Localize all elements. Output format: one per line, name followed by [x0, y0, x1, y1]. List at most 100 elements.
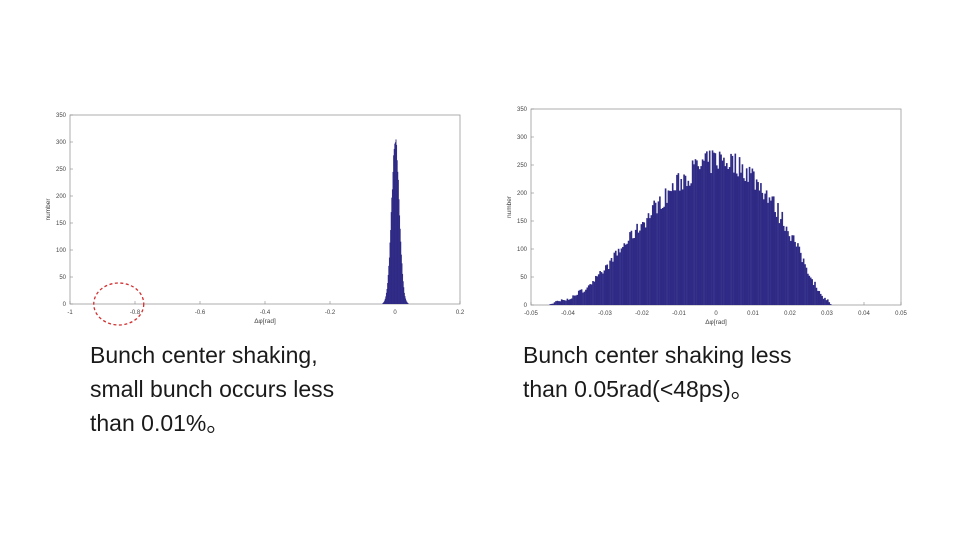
histogram-bar	[613, 252, 616, 305]
histogram-bar	[394, 142, 396, 304]
x-tick-label: 0.05	[895, 311, 907, 317]
y-tick-label: 300	[56, 140, 67, 146]
histogram-bar	[743, 178, 745, 305]
histogram-bar	[811, 279, 813, 305]
histogram-bar	[589, 284, 591, 305]
histogram-bar	[754, 189, 757, 305]
x-axis-label: Δφ[rad]	[705, 319, 727, 326]
histogram-bar	[723, 157, 725, 305]
histogram-bar	[697, 166, 700, 305]
histogram-bar	[827, 299, 829, 305]
histogram-bar	[552, 303, 554, 305]
histogram-bar	[824, 297, 826, 305]
histogram-bar	[623, 243, 626, 305]
histogram-bar	[405, 300, 407, 304]
histogram-bar	[745, 168, 748, 305]
histogram-bar	[731, 155, 734, 305]
x-tick-label: -0.01	[672, 311, 686, 317]
histogram-bar	[644, 227, 647, 305]
histogram-bar	[821, 295, 823, 305]
histogram-bar	[654, 202, 657, 305]
histogram-bar	[605, 265, 607, 305]
histogram-bar	[576, 294, 579, 305]
histogram-bar	[595, 275, 597, 305]
histogram-bar	[768, 197, 771, 305]
histogram-bar	[647, 213, 650, 305]
histogram-bar	[798, 246, 801, 305]
y-tick-label: 350	[517, 107, 528, 113]
histogram-bar	[562, 299, 564, 305]
histogram-bar	[794, 241, 796, 305]
histogram-bar	[558, 301, 560, 305]
histogram-bar	[690, 183, 693, 305]
histogram-bar	[407, 303, 409, 304]
y-tick-label: 150	[517, 219, 528, 225]
histogram-bar	[829, 304, 832, 305]
histogram-bar	[633, 237, 636, 305]
histogram-bar	[757, 182, 759, 305]
x-axis-label: Δφ[rad]	[254, 318, 276, 325]
histogram-bar	[397, 171, 399, 304]
histogram-bar	[657, 201, 660, 305]
y-axis-label: number	[506, 195, 513, 218]
histogram-bar	[666, 202, 668, 305]
histogram-bar	[582, 292, 584, 305]
histogram-bar	[737, 176, 739, 305]
histogram-bar	[787, 231, 789, 305]
histogram-bar	[822, 298, 825, 305]
histogram-bar	[399, 228, 401, 304]
histogram-bar	[710, 173, 712, 305]
histogram-bar	[650, 215, 653, 305]
histogram-bar	[764, 193, 767, 305]
histogram-bar	[573, 295, 576, 305]
histogram-bar	[400, 254, 402, 304]
histogram-bar	[580, 289, 583, 305]
histogram-bar	[566, 298, 569, 305]
histogram-bar	[642, 221, 644, 305]
histogram-bar	[616, 255, 619, 305]
histogram-bar	[716, 165, 718, 305]
x-tick-label: -0.04	[561, 311, 575, 317]
histogram-bar	[735, 173, 738, 305]
histogram-bar	[627, 240, 630, 305]
histogram-bar	[761, 192, 764, 305]
histogram-bar	[632, 238, 634, 305]
histogram-bar	[703, 160, 705, 305]
histogram-bar	[711, 150, 714, 305]
x-tick-label: 0.2	[456, 310, 465, 316]
histogram-bar	[590, 284, 593, 305]
histogram-bar	[559, 301, 562, 305]
histogram-bar	[384, 300, 386, 304]
histogram-bar	[386, 288, 388, 304]
histogram-bar	[792, 235, 795, 305]
x-tick-label: 0	[714, 311, 718, 317]
histogram-bar	[805, 267, 808, 305]
histogram-bar	[393, 148, 395, 304]
histogram-bar	[385, 292, 387, 304]
histogram-bar	[402, 281, 404, 304]
histogram-bar	[671, 183, 674, 305]
histogram-bar	[771, 196, 774, 305]
histogram-bar	[733, 172, 735, 305]
highlight-circle	[93, 282, 145, 326]
histogram-bar	[404, 296, 406, 304]
histogram-bar	[812, 285, 815, 305]
histogram-bar	[603, 270, 606, 305]
histogram-bar	[740, 172, 742, 305]
histogram-bar	[651, 205, 654, 305]
histogram-bar	[402, 273, 404, 304]
histogram-bar	[753, 171, 755, 305]
histogram-bar	[667, 190, 670, 305]
histogram-bar	[758, 190, 761, 305]
histogram-bar	[391, 189, 393, 304]
histogram-bar	[696, 160, 698, 305]
histogram-bar	[727, 169, 730, 305]
histogram-bar	[560, 299, 563, 305]
histogram-bar	[663, 206, 665, 305]
histogram-bar	[614, 250, 617, 305]
histogram-bar	[778, 223, 781, 305]
histogram-bar	[382, 303, 384, 304]
histogram-bar	[782, 225, 785, 305]
histogram-bar	[713, 152, 715, 305]
histogram-bar	[397, 179, 399, 304]
